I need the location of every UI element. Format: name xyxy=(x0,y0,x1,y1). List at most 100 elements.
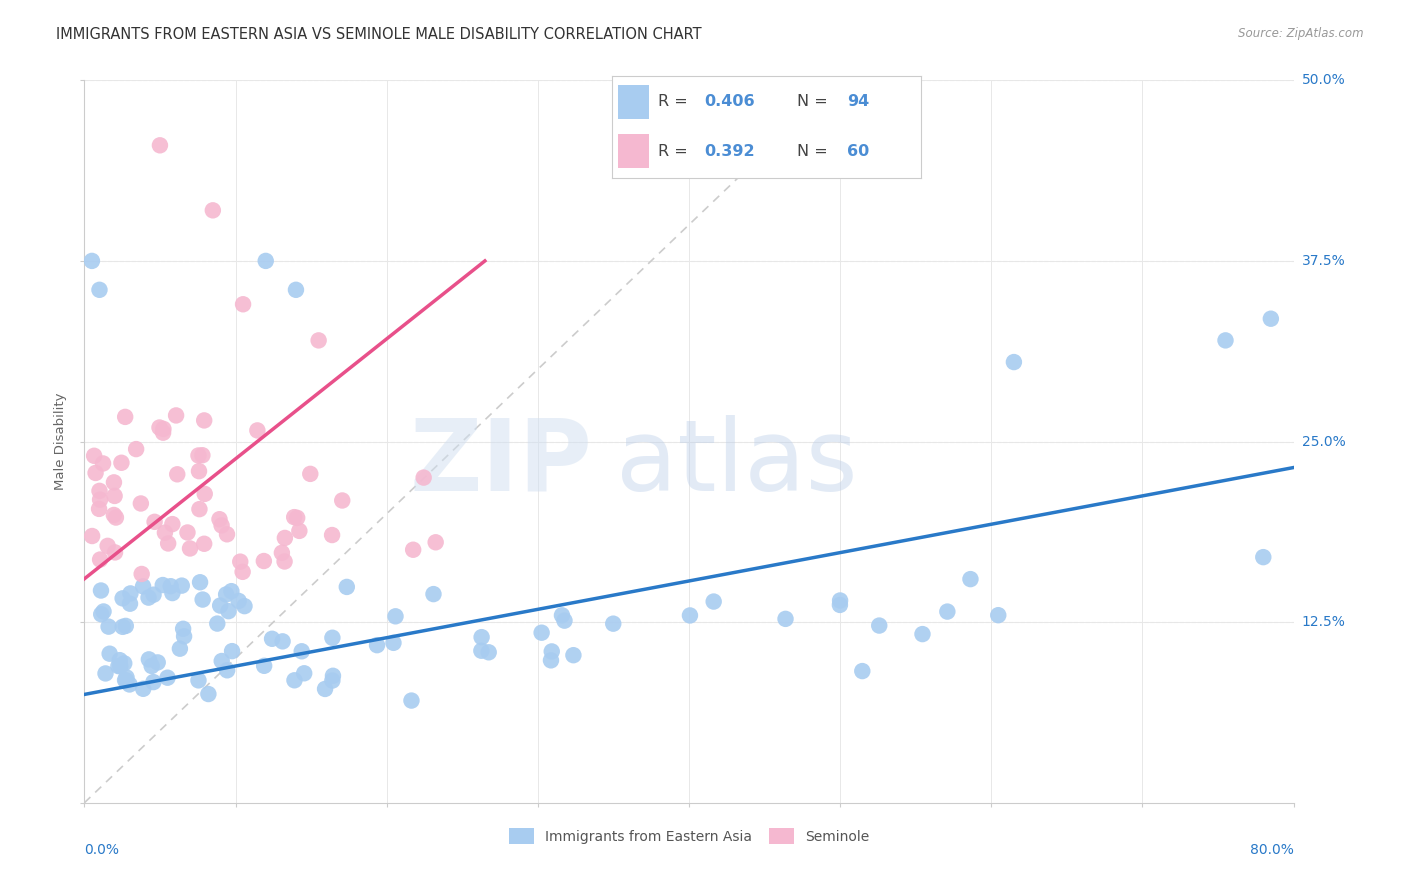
Point xyxy=(112,657,135,671)
Point xyxy=(89,483,111,498)
Point xyxy=(540,644,562,658)
Point xyxy=(602,616,624,631)
Point xyxy=(246,424,269,438)
Point xyxy=(97,539,120,553)
Point xyxy=(89,552,111,566)
Point xyxy=(215,527,238,541)
Point xyxy=(141,659,163,673)
Point xyxy=(82,529,104,543)
Point xyxy=(1002,355,1025,369)
Text: 80.0%: 80.0% xyxy=(1250,843,1294,856)
Text: Source: ZipAtlas.com: Source: ZipAtlas.com xyxy=(1239,27,1364,40)
Text: atlas: atlas xyxy=(616,415,858,512)
Point xyxy=(987,608,1010,623)
Bar xyxy=(617,135,648,168)
Point xyxy=(179,541,201,556)
Point xyxy=(211,654,233,668)
Point xyxy=(84,466,107,480)
Point xyxy=(194,487,217,501)
Legend: Immigrants from Eastern Asia, Seminole: Immigrants from Eastern Asia, Seminole xyxy=(503,823,875,850)
Point xyxy=(115,673,138,688)
Point xyxy=(104,545,127,559)
Point xyxy=(221,584,243,599)
Point xyxy=(382,636,405,650)
Text: 94: 94 xyxy=(846,95,869,110)
Point xyxy=(111,591,134,606)
Point xyxy=(110,456,132,470)
Point xyxy=(110,659,132,673)
Point xyxy=(148,420,170,434)
Point xyxy=(89,492,111,507)
Point xyxy=(401,693,423,707)
Point xyxy=(83,449,105,463)
Point xyxy=(285,283,308,297)
Point xyxy=(118,597,141,611)
Bar xyxy=(617,85,648,119)
Point xyxy=(91,457,114,471)
Point xyxy=(197,687,219,701)
Point xyxy=(471,630,494,644)
Text: 37.5%: 37.5% xyxy=(1302,254,1346,268)
Point xyxy=(89,283,111,297)
Point xyxy=(188,464,211,478)
Point xyxy=(131,566,153,581)
Point xyxy=(1215,334,1237,348)
Point xyxy=(308,334,330,348)
Point xyxy=(291,644,314,658)
Point xyxy=(103,508,125,522)
Point xyxy=(470,644,492,658)
Point xyxy=(93,605,115,619)
Text: 25.0%: 25.0% xyxy=(1302,434,1346,449)
Text: 60: 60 xyxy=(846,144,869,159)
Point xyxy=(201,203,224,218)
Text: IMMIGRANTS FROM EASTERN ASIA VS SEMINOLE MALE DISABILITY CORRELATION CHART: IMMIGRANTS FROM EASTERN ASIA VS SEMINOLE… xyxy=(56,27,702,42)
Text: 12.5%: 12.5% xyxy=(1302,615,1346,629)
Text: N =: N = xyxy=(797,144,834,159)
Point xyxy=(108,653,131,667)
Point xyxy=(104,489,127,503)
Point xyxy=(322,669,344,683)
Point xyxy=(90,583,112,598)
Point xyxy=(153,525,176,540)
Point xyxy=(425,535,447,549)
Point xyxy=(90,607,112,622)
Point xyxy=(193,413,215,427)
Point xyxy=(217,663,239,677)
Point xyxy=(679,608,702,623)
Point xyxy=(271,634,294,648)
Point xyxy=(107,659,129,673)
Point xyxy=(253,658,276,673)
Point xyxy=(422,587,444,601)
Point xyxy=(218,604,240,618)
Point xyxy=(285,511,308,525)
Point xyxy=(165,409,187,423)
Point xyxy=(188,575,211,590)
Point xyxy=(173,629,195,643)
Point xyxy=(959,572,981,586)
Point xyxy=(94,666,117,681)
Point xyxy=(114,409,136,424)
Text: R =: R = xyxy=(658,144,693,159)
Point xyxy=(232,297,254,311)
Point xyxy=(138,652,160,666)
Point xyxy=(221,644,243,658)
Point xyxy=(384,609,406,624)
Point xyxy=(321,528,343,542)
Point xyxy=(540,653,562,667)
Point xyxy=(211,518,233,533)
Point xyxy=(262,632,284,646)
Point xyxy=(132,579,155,593)
Point xyxy=(851,664,873,678)
Point xyxy=(402,542,425,557)
Text: R =: R = xyxy=(658,95,693,110)
Y-axis label: Male Disability: Male Disability xyxy=(53,392,67,491)
Point xyxy=(562,648,585,663)
Point xyxy=(1253,550,1275,565)
Point xyxy=(146,656,169,670)
Point xyxy=(228,594,250,608)
Point xyxy=(176,525,198,540)
Point xyxy=(321,631,343,645)
Point xyxy=(115,670,138,684)
Point xyxy=(553,614,575,628)
Point xyxy=(273,554,295,568)
